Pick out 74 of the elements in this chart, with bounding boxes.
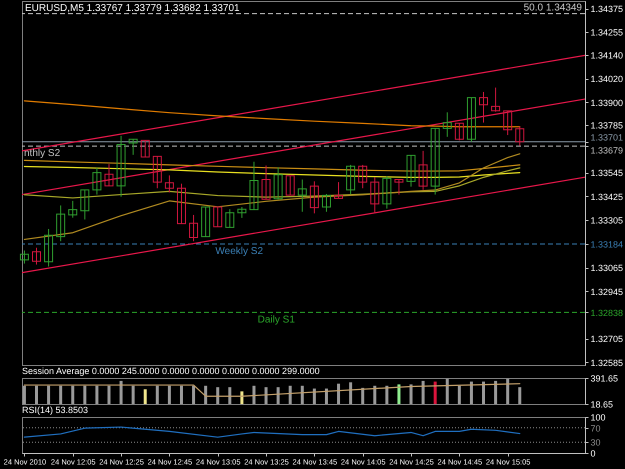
y-tick-label: 1.34020	[590, 74, 624, 84]
candlestick	[176, 183, 186, 224]
candlestick	[164, 174, 174, 193]
candlestick	[430, 128, 440, 196]
y-tick-label: 18.65	[590, 400, 614, 410]
candlestick	[56, 204, 66, 242]
candlestick	[189, 214, 198, 242]
y-tick-label: 1.33701	[590, 132, 624, 142]
candlestick	[92, 167, 102, 196]
candlestick	[310, 180, 319, 214]
y-tick-label: 1.33425	[590, 192, 624, 202]
candlestick	[418, 150, 428, 190]
y-tick-label: 1.32838	[590, 308, 624, 318]
candlestick	[503, 110, 512, 136]
y-tick-label: 1.33785	[590, 120, 624, 131]
y-tick-label: 0	[590, 448, 596, 458]
candlestick	[262, 165, 271, 200]
candlestick	[225, 208, 234, 228]
y-tick-label: 1.34140	[590, 50, 624, 60]
candlestick	[358, 164, 368, 189]
candlestick	[80, 189, 90, 220]
candlestick	[370, 176, 380, 214]
candlestick	[394, 179, 404, 196]
candlestick	[44, 228, 54, 268]
candlestick	[346, 164, 356, 195]
candlestick	[334, 182, 344, 199]
chart-title: EURUSD,M5 1.33767 1.33779 1.33682 1.33701	[25, 3, 240, 14]
candlestick	[466, 97, 476, 142]
candlestick	[213, 206, 222, 228]
line-series	[24, 426, 520, 438]
y-tick-label: 1.33545	[590, 168, 624, 178]
ref-line-label: Weekly S2	[215, 246, 264, 257]
ref-line-label: 50.0 1.34349	[524, 2, 582, 14]
candlestick	[140, 140, 150, 158]
candlestick	[237, 206, 246, 218]
y-tick-label: 30	[590, 438, 601, 448]
chart-title: RSI(14) 53.8503	[22, 405, 88, 415]
y-tick-label: 1.34255	[590, 28, 624, 38]
line-series	[24, 383, 520, 397]
y-tick-label: 70	[590, 423, 601, 434]
candlestick	[442, 112, 452, 138]
candlestick	[382, 176, 392, 210]
candlestick	[68, 200, 78, 218]
candlestick	[454, 122, 464, 141]
y-tick-label: 1.32705	[590, 334, 624, 344]
candlestick	[152, 156, 162, 189]
candlestick	[406, 154, 416, 188]
candlestick	[286, 175, 295, 196]
y-tick-label: 1.34375	[590, 4, 624, 14]
candlestick	[116, 135, 126, 198]
candlestick	[249, 161, 258, 210]
candlestick	[274, 166, 283, 200]
candlestick	[322, 193, 331, 212]
candlestick	[479, 91, 488, 124]
candlestick	[128, 138, 138, 156]
y-tick-label: 1.32585	[590, 358, 624, 368]
chart-title: Session Average 0.0000 245.0000 0.0000 0.0000 0.0000 0.0000 299.0000	[22, 366, 320, 376]
ref-line-label: Daily S1	[258, 314, 296, 326]
candlestick	[20, 250, 29, 264]
y-tick-label: 1.33184	[590, 239, 624, 250]
candlestick	[201, 206, 210, 238]
candlestick	[104, 164, 114, 186]
y-tick-label: 1.33065	[590, 263, 624, 274]
candlestick	[298, 179, 307, 212]
y-tick-label: 1.33305	[590, 216, 624, 226]
y-tick-label: 1.32945	[590, 286, 624, 297]
candlestick	[515, 126, 524, 146]
y-tick-label: 1.33679	[590, 146, 624, 156]
ref-line-label: nthly S2	[24, 148, 61, 160]
y-tick-label: 100	[590, 412, 606, 422]
y-tick-label: 391.65	[590, 374, 618, 384]
candlestick	[32, 247, 41, 266]
candlestick	[491, 87, 500, 112]
y-tick-label: 1.33900	[590, 98, 624, 108]
